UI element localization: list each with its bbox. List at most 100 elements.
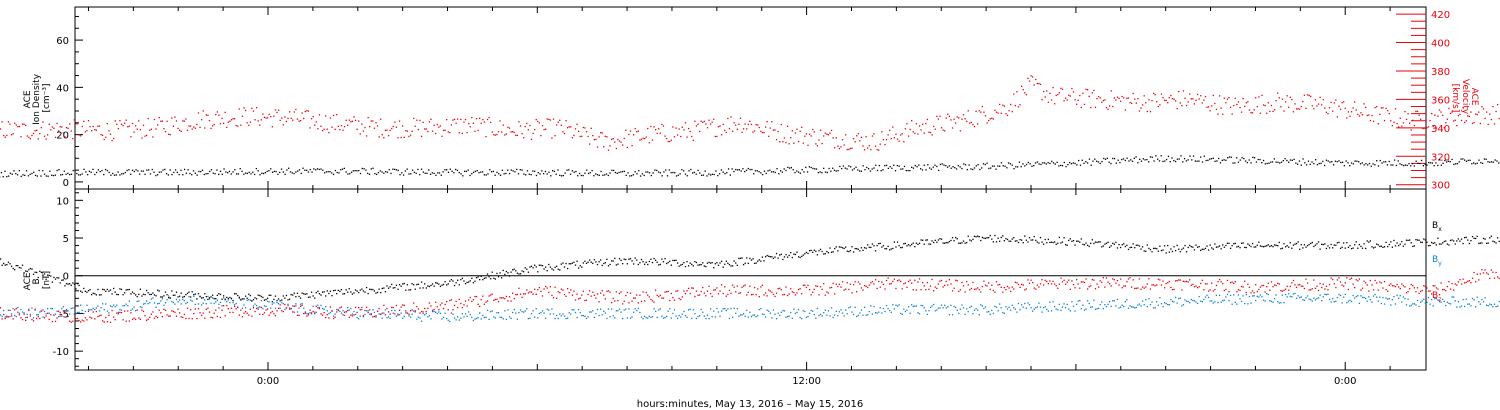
data-point [1044, 96, 1046, 98]
data-point [259, 174, 261, 176]
data-point [797, 171, 800, 173]
data-point [11, 173, 13, 175]
data-point [401, 172, 403, 174]
data-point [833, 169, 836, 171]
data-point [794, 132, 797, 134]
data-point [1133, 157, 1135, 160]
data-point [995, 168, 997, 170]
data-point [237, 173, 240, 175]
data-point [783, 137, 786, 139]
data-point [1467, 115, 1469, 117]
data-point [931, 134, 933, 136]
data-point [586, 169, 588, 171]
data-point [39, 132, 41, 135]
data-point [568, 169, 570, 171]
data-point [25, 124, 27, 126]
data-point [1104, 99, 1106, 101]
data-point [1468, 115, 1471, 118]
data-point [397, 137, 399, 139]
data-point [815, 143, 817, 145]
data-point [130, 173, 132, 175]
data-point [577, 130, 580, 133]
data-point [246, 172, 249, 175]
data-point [609, 145, 611, 147]
data-point [989, 118, 991, 120]
data-point [751, 168, 753, 171]
data-point [914, 164, 916, 167]
data-point [1061, 88, 1064, 91]
data-point [265, 117, 267, 119]
data-point [1480, 161, 1482, 164]
data-point [1063, 161, 1065, 164]
data-point [36, 129, 38, 132]
data-point [341, 168, 344, 170]
data-point [1027, 77, 1029, 80]
data-point [1433, 165, 1435, 167]
data-point [1496, 160, 1498, 162]
data-point [933, 125, 935, 128]
data-point [1383, 161, 1385, 163]
data-point [521, 133, 523, 135]
data-point [187, 169, 189, 171]
data-point [92, 168, 94, 170]
data-point [331, 172, 333, 174]
data-point [928, 131, 930, 133]
data-point [565, 119, 567, 122]
data-point [1246, 161, 1249, 164]
data-point [1036, 161, 1039, 163]
data-point [108, 171, 110, 174]
data-point [514, 171, 516, 173]
data-point [776, 168, 778, 170]
data-point [156, 174, 159, 176]
data-point [746, 128, 748, 130]
data-point [444, 129, 446, 132]
data-point [681, 126, 683, 128]
data-point [1040, 163, 1042, 166]
data-point [892, 126, 894, 128]
data-point [257, 120, 259, 122]
data-point [539, 173, 541, 175]
data-point [1250, 162, 1252, 164]
data-point [1251, 112, 1254, 114]
data-point [273, 170, 275, 173]
data-point [675, 175, 678, 177]
data-point [1496, 103, 1499, 106]
data-point [578, 172, 581, 175]
data-point [556, 124, 558, 126]
data-point [378, 136, 380, 138]
data-point [1323, 164, 1326, 167]
data-point [978, 110, 980, 112]
data-point [349, 173, 351, 175]
data-point [775, 138, 778, 141]
data-point [966, 168, 968, 171]
data-point [275, 170, 277, 173]
data-point [552, 118, 555, 120]
data-point [1446, 161, 1448, 163]
data-point [874, 145, 877, 147]
data-point [613, 169, 615, 172]
data-point [326, 128, 328, 130]
data-point [1004, 165, 1006, 167]
data-point [192, 170, 195, 172]
data-point [1159, 104, 1161, 106]
data-point [363, 168, 365, 170]
data-point [698, 130, 701, 133]
data-point [796, 128, 798, 130]
data-point [1456, 124, 1458, 127]
data-point [986, 122, 988, 124]
data-point [824, 132, 826, 134]
data-point [823, 167, 825, 169]
data-point [32, 132, 35, 135]
data-point [270, 168, 272, 170]
data-point [632, 174, 635, 176]
data-point [489, 169, 491, 171]
data-point [1088, 95, 1090, 98]
data-point [643, 137, 646, 140]
data-point [1481, 106, 1483, 108]
data-point [76, 123, 79, 125]
data-point [1108, 161, 1110, 163]
data-point [268, 170, 270, 172]
data-point [441, 135, 443, 137]
data-point [1228, 156, 1231, 158]
data-point [1390, 120, 1392, 122]
